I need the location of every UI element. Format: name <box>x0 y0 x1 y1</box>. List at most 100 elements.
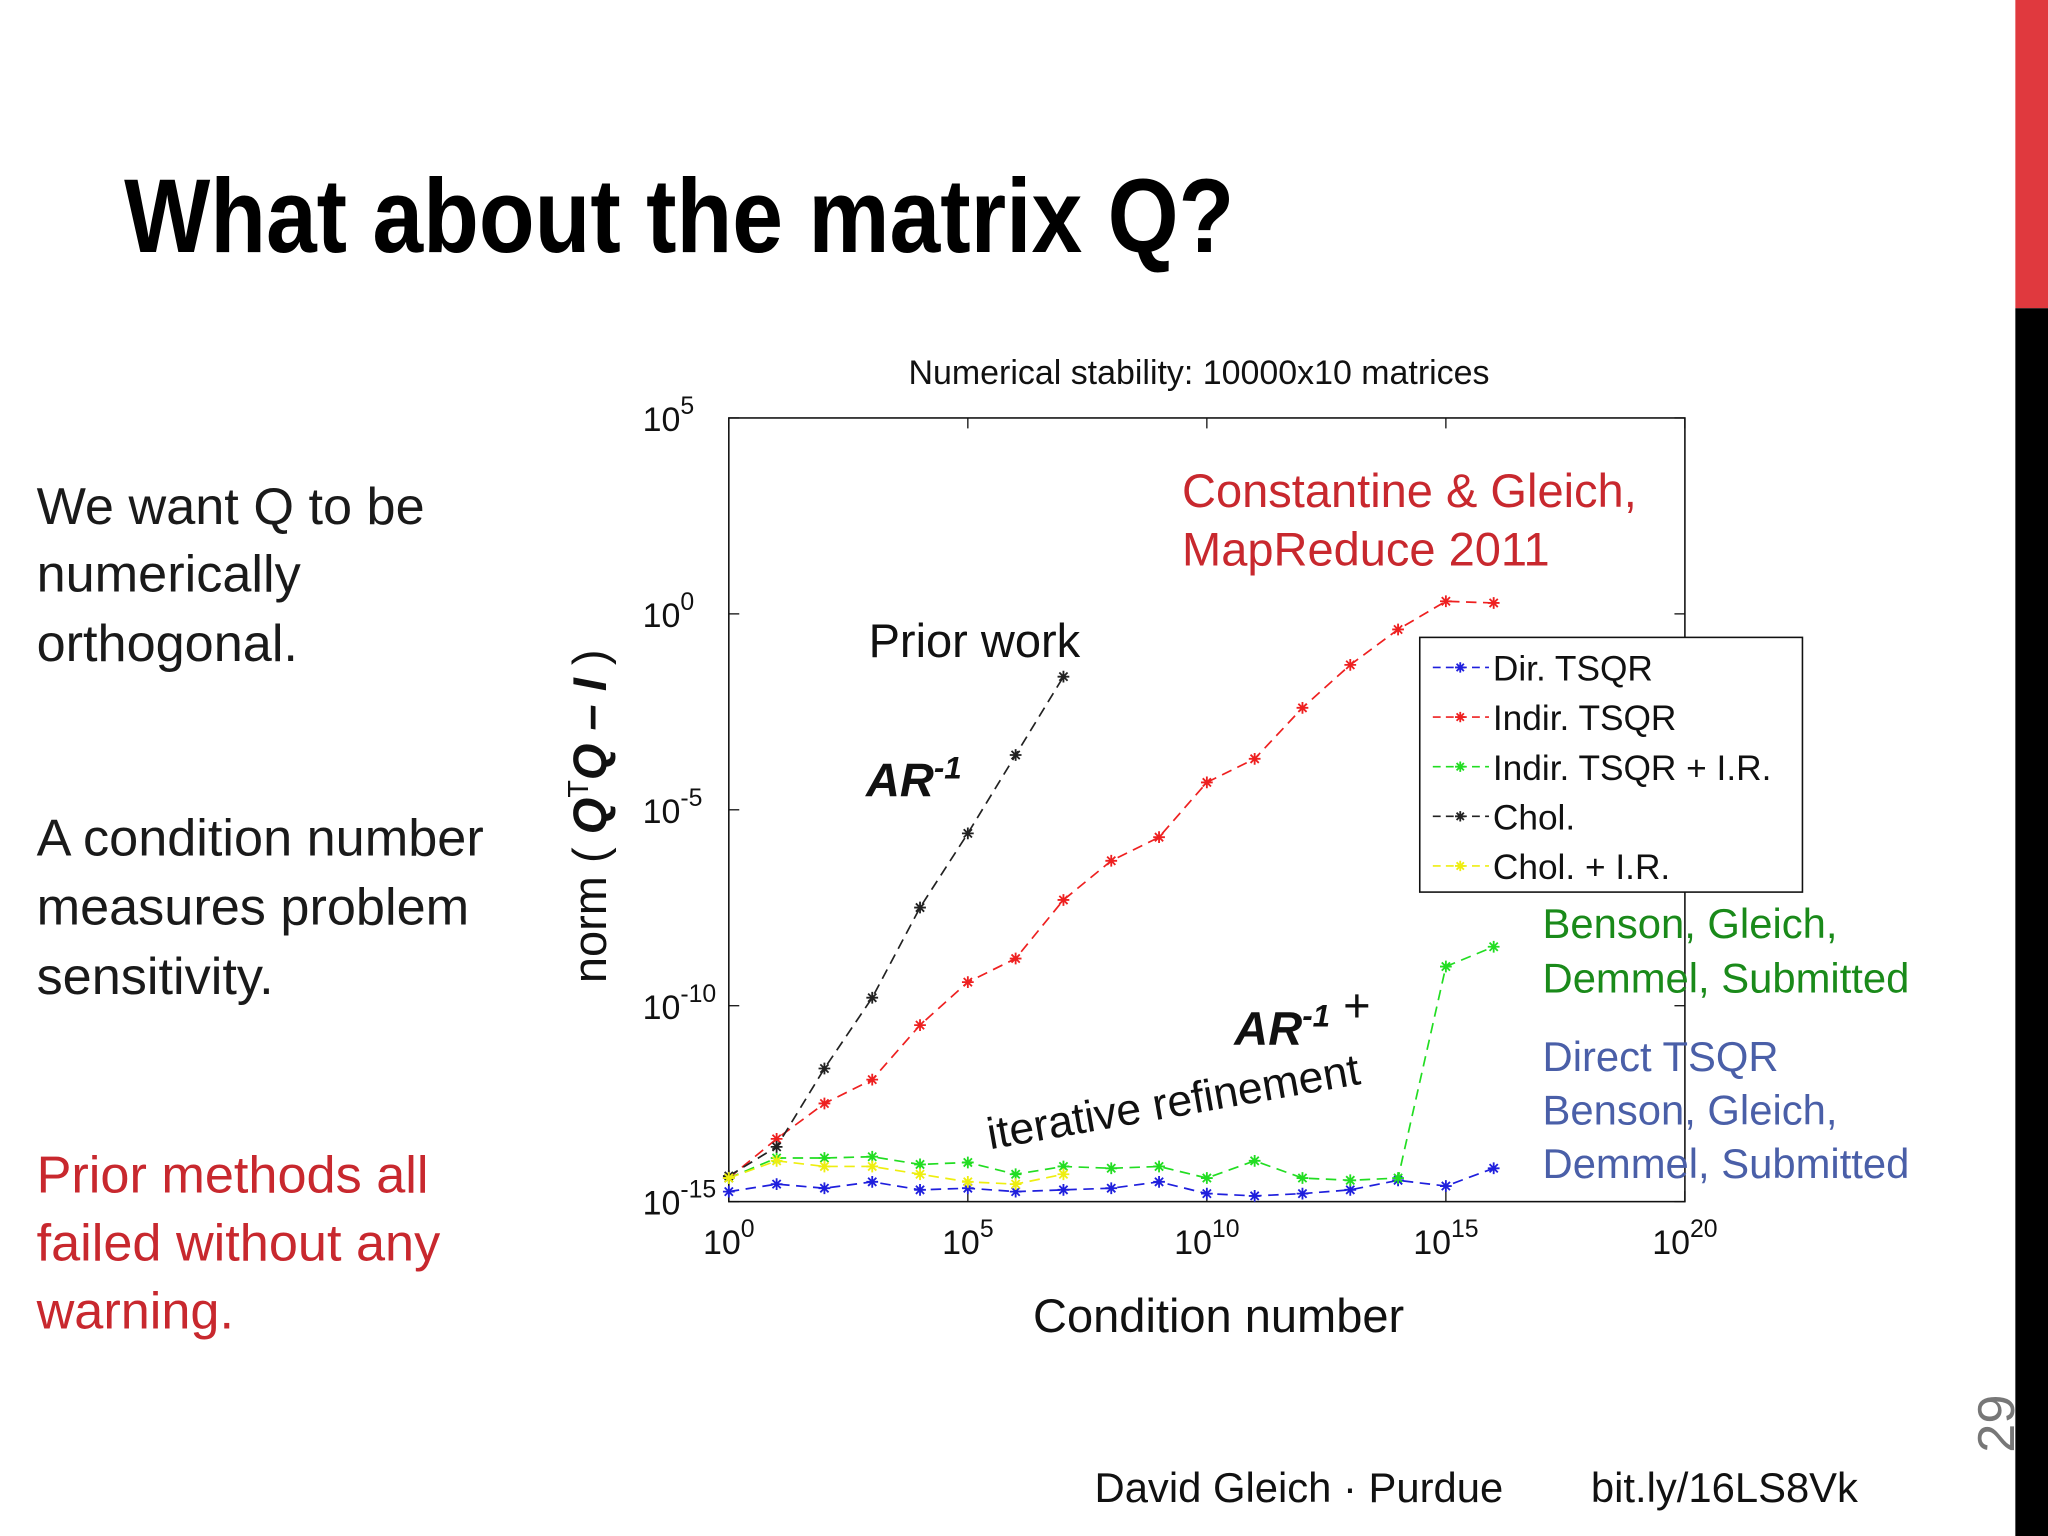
legend-marker <box>1455 811 1466 822</box>
data-point <box>914 1183 926 1196</box>
data-point <box>1487 597 1500 609</box>
data-point <box>1487 1162 1500 1175</box>
data-point <box>818 1160 831 1173</box>
data-point <box>1296 1172 1309 1184</box>
data-point <box>961 1175 974 1188</box>
slide-title: What about the matrix Q? <box>124 158 1234 275</box>
legend-label: Chol. + I.R. <box>1493 848 1670 887</box>
data-point <box>866 1160 879 1173</box>
data-point <box>1248 1190 1261 1202</box>
data-point <box>1248 1154 1261 1167</box>
legend-marker <box>1455 711 1466 723</box>
data-point <box>1296 1187 1309 1200</box>
y-label-part: Q – I <box>563 677 616 780</box>
bullet-line: We want Q to be <box>37 478 425 536</box>
data-point <box>1439 595 1452 608</box>
y-axis-label: norm ( QTQ – I ) <box>563 649 616 983</box>
y-label-part: norm ( <box>563 834 616 983</box>
data-point <box>1200 1172 1213 1184</box>
bullet-line: orthogonal. <box>37 615 298 673</box>
data-point <box>866 991 879 1004</box>
legend-box <box>1418 636 1804 893</box>
data-point <box>1057 894 1070 906</box>
x-tick-label: 1010 <box>1174 1216 1239 1262</box>
bullet-line: warning. <box>36 1282 234 1340</box>
annotation: MapReduce 2011 <box>1182 523 1550 576</box>
legend-label: Dir. TSQR <box>1493 649 1653 688</box>
bullet-line: numerically <box>37 546 302 604</box>
legend: Dir. TSQR Indir. TSQR Indir. TSQR + I.R. Ch… <box>1418 636 1804 893</box>
data-point <box>914 1168 926 1181</box>
annotation: Benson, Gleich, <box>1543 900 1838 947</box>
bullet-line: measures problem <box>37 879 470 937</box>
chart: Numerical stability: 10000x10 matrices C… <box>563 354 1718 1342</box>
y-label-part: Q <box>563 798 616 835</box>
data-point <box>1248 752 1261 765</box>
annotation-part: -1 <box>1302 999 1330 1034</box>
data-point <box>914 1019 926 1031</box>
data-point <box>1296 701 1309 714</box>
data-point <box>1153 831 1165 844</box>
data-point <box>961 1182 974 1195</box>
annotation: Prior work <box>869 614 1081 667</box>
series-line <box>728 945 1495 1182</box>
bullets: We want Q to be numerically orthogonal. … <box>36 478 484 1341</box>
data-point <box>1105 1162 1118 1175</box>
data-point <box>1200 1187 1213 1200</box>
data-point <box>818 1182 831 1195</box>
annotation-part: -1 <box>934 750 962 785</box>
bullet-line: sensitivity. <box>37 948 274 1006</box>
data-point <box>1344 1174 1357 1187</box>
y-tick-label: 10-15 <box>643 1177 717 1223</box>
data-point <box>1105 1182 1118 1195</box>
annotation: Direct TSQR <box>1543 1033 1779 1080</box>
annotation-part: + <box>1330 978 1371 1031</box>
legend-marker <box>1455 761 1466 772</box>
data-point <box>818 1152 831 1164</box>
x-axis-label: Condition number <box>1033 1289 1404 1342</box>
data-point <box>1057 1160 1070 1173</box>
data-point <box>1153 1175 1165 1188</box>
footer-author: David Gleich · Purdue <box>1095 1464 1504 1511</box>
bullet-line: Prior methods all <box>37 1146 429 1204</box>
data-point <box>770 1140 783 1153</box>
series-line <box>728 1159 1064 1185</box>
annotation: Benson, Gleich, <box>1543 1087 1838 1134</box>
data-point <box>1009 952 1022 965</box>
legend-label: Indir. TSQR + I.R. <box>1493 749 1772 788</box>
data-point <box>961 976 974 989</box>
annotation: Constantine & Gleich, <box>1182 464 1637 517</box>
footer-link: bit.ly/16LS8Vk <box>1591 1464 1858 1511</box>
data-point <box>961 827 974 840</box>
data-point <box>1344 1183 1357 1196</box>
data-point <box>914 1158 926 1171</box>
data-point <box>1200 776 1213 789</box>
data-point <box>722 1185 735 1198</box>
data-point <box>866 1175 879 1188</box>
data-point <box>961 1156 974 1169</box>
data-point <box>1009 1185 1022 1198</box>
bullet-line: failed without any <box>37 1214 442 1272</box>
data-point <box>770 1132 783 1145</box>
y-label-part: T <box>563 780 595 798</box>
data-point <box>914 901 926 914</box>
data-point <box>1105 854 1118 867</box>
data-point <box>1439 960 1452 973</box>
annotation: Demmel, Submitted <box>1543 1140 1910 1187</box>
data-point <box>1009 1168 1022 1181</box>
data-point <box>1057 1168 1070 1181</box>
data-point <box>1392 1172 1404 1184</box>
annotation-part: AR <box>865 754 934 807</box>
legend-marker <box>1455 662 1466 673</box>
annotation: AR-1 + <box>1233 978 1370 1055</box>
y-label-part: ) <box>563 649 616 678</box>
data-point <box>818 1097 831 1110</box>
data-point <box>722 1172 735 1184</box>
series-line <box>728 1167 1494 1197</box>
legend-label: Indir. TSQR <box>1493 699 1677 738</box>
data-point <box>866 1150 879 1163</box>
data-point <box>818 1062 831 1075</box>
data-point <box>1009 1178 1022 1190</box>
data-point <box>770 1154 783 1167</box>
